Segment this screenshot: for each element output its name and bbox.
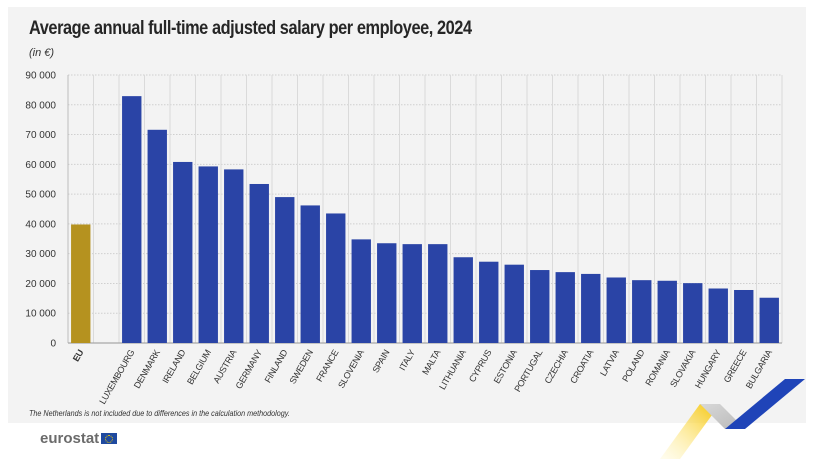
bar-croatia[interactable]: [581, 273, 601, 343]
bar-luxembourg[interactable]: [122, 96, 142, 344]
decorative-ribbon-icon: [660, 379, 805, 459]
x-tick-label: BELGIUM: [185, 348, 213, 386]
bar-estonia[interactable]: [504, 264, 524, 343]
bar-latvia[interactable]: [606, 277, 626, 343]
x-tick-label: SLOVENIA: [336, 348, 366, 390]
y-tick-label: 50 000: [25, 190, 56, 201]
bar-denmark[interactable]: [147, 129, 167, 343]
bar-slovakia[interactable]: [683, 283, 703, 343]
logo-text: eurostat: [40, 430, 100, 447]
x-tick-label: ITALY: [397, 348, 417, 372]
x-tick-label: AUSTRIA: [211, 348, 238, 385]
bar-eu[interactable]: [71, 224, 91, 343]
bar-italy[interactable]: [402, 244, 422, 343]
y-tick-label: 0: [50, 339, 56, 350]
bar-bulgaria[interactable]: [759, 297, 779, 343]
gridlines: [67, 74, 783, 344]
bar-poland[interactable]: [632, 280, 652, 343]
bar-belgium[interactable]: [198, 166, 218, 343]
x-tick-label: SWEDEN: [287, 348, 315, 386]
bar-malta[interactable]: [428, 244, 448, 343]
x-tick-label: POLAND: [620, 347, 647, 383]
bars: [71, 96, 779, 344]
y-tick-label: 20 000: [25, 279, 56, 290]
bar-spain[interactable]: [377, 243, 397, 343]
y-tick-label: 40 000: [25, 219, 56, 230]
bar-france[interactable]: [326, 213, 346, 343]
bar-germany[interactable]: [249, 183, 269, 343]
y-tick-label: 60 000: [25, 160, 56, 171]
x-tick-label: LUXEMBOURG: [97, 348, 136, 406]
chart-subtitle: (in €): [29, 47, 55, 59]
y-tick-label: 90 000: [25, 71, 56, 82]
y-tick-label: 10 000: [25, 309, 56, 320]
x-tick-label: CYPRUS: [467, 348, 494, 384]
bar-slovenia[interactable]: [351, 239, 371, 343]
y-tick-label: 30 000: [25, 249, 56, 260]
bar-sweden[interactable]: [300, 205, 320, 343]
bar-ireland[interactable]: [173, 161, 193, 343]
bar-hungary[interactable]: [708, 288, 728, 343]
x-tick-label: FINLAND: [263, 347, 290, 384]
bar-greece[interactable]: [734, 289, 754, 343]
bar-finland[interactable]: [275, 197, 295, 343]
y-tick-label: 70 000: [25, 130, 56, 141]
x-tick-label: LATVIA: [598, 348, 621, 378]
x-tick-label: EU: [71, 348, 86, 363]
x-tick-label: CZECHIA: [543, 348, 571, 386]
eu-flag-icon: [101, 433, 118, 444]
y-tick-label: 80 000: [25, 100, 56, 111]
bar-portugal[interactable]: [530, 270, 550, 343]
bar-cyprus[interactable]: [479, 261, 499, 343]
bar-lithuania[interactable]: [453, 257, 473, 343]
x-tick-label: FRANCE: [314, 348, 340, 384]
eurostat-logo[interactable]: eurostat: [40, 430, 118, 447]
bar-czechia[interactable]: [555, 272, 575, 343]
x-tick-label: DENMARK: [132, 348, 162, 390]
x-tick-label: SPAIN: [370, 348, 391, 375]
chart-title: Average annual full-time adjusted salary…: [29, 18, 472, 39]
y-axis-ticks: 0 10 000 20 000 30 000 40 000 50 000 60 000 70 …: [25, 71, 56, 350]
x-tick-label: ESTONIA: [492, 348, 519, 386]
x-tick-label: LITHUANIA: [437, 348, 468, 392]
bar-romania[interactable]: [657, 280, 677, 343]
x-tick-label: IRELAND: [160, 347, 188, 385]
footnote: The Netherlands is not included due to d…: [29, 409, 290, 418]
bar-austria[interactable]: [224, 169, 244, 343]
x-tick-label: MALTA: [420, 348, 442, 377]
x-tick-label: CROATIA: [568, 348, 595, 386]
x-tick-label: GERMANY: [234, 348, 265, 391]
